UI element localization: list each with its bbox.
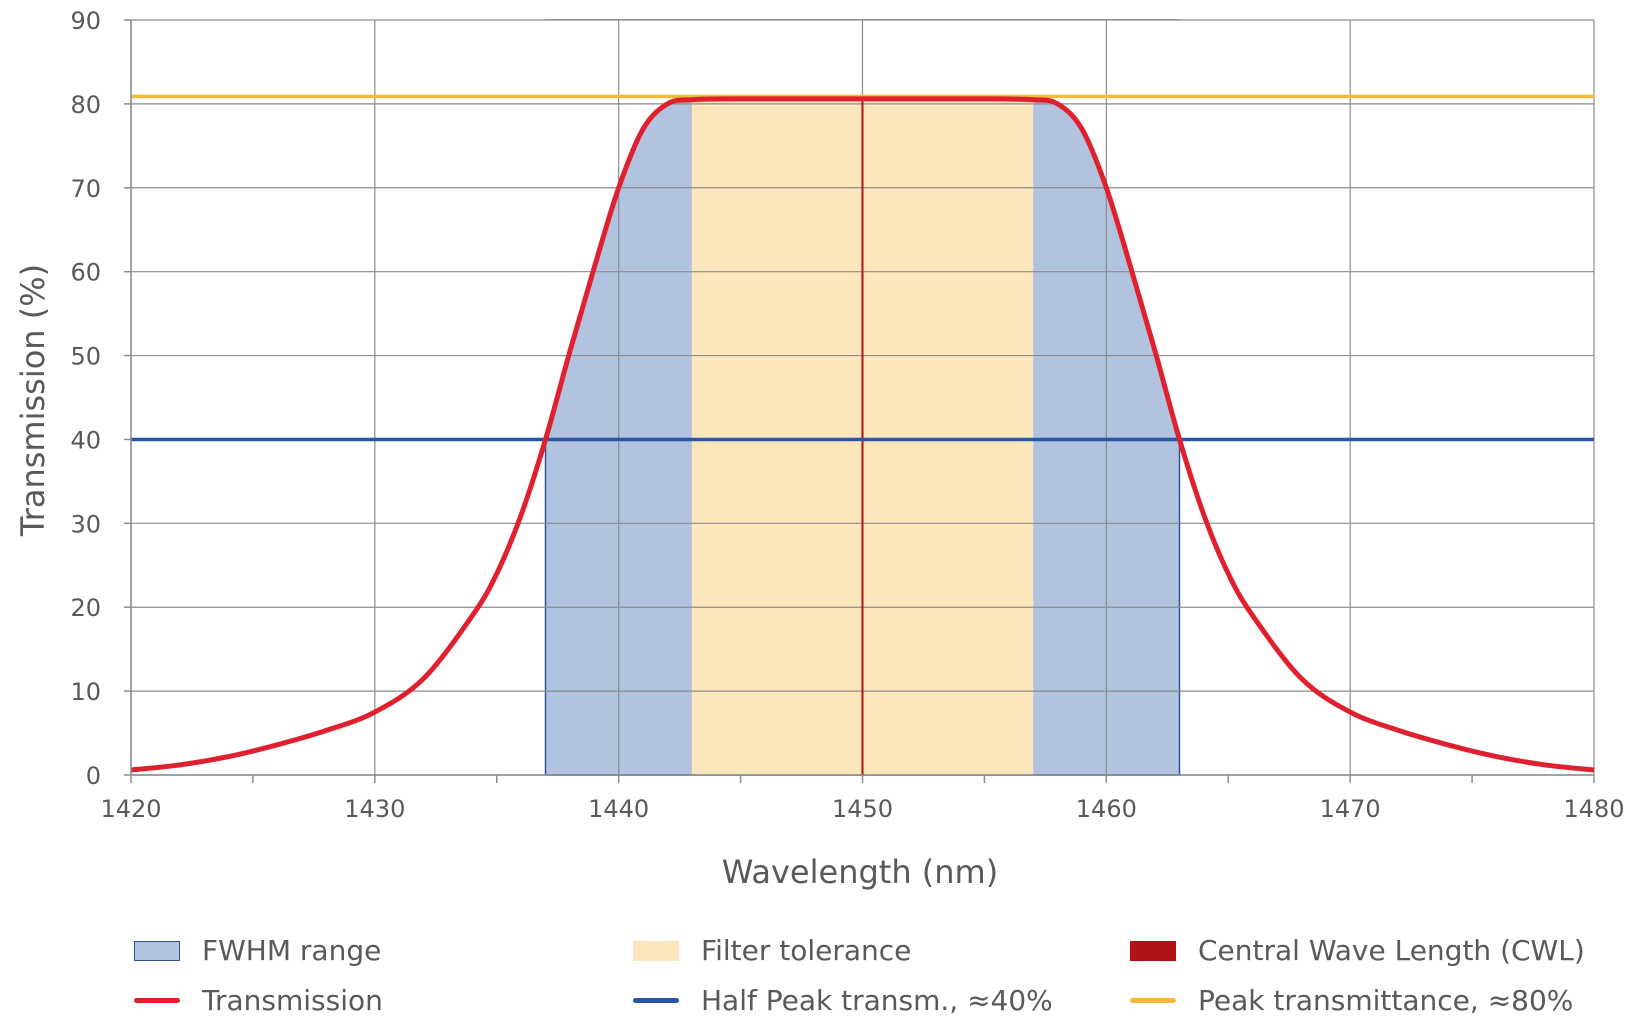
y-tick-label-10: 10: [70, 678, 101, 706]
x-tick-label-1440: 1440: [588, 795, 649, 823]
y-tick-label-80: 80: [70, 91, 101, 119]
y-tick-label-0: 0: [86, 762, 101, 790]
x-tick-label-1470: 1470: [1320, 795, 1381, 823]
y-tick-label-90: 90: [70, 7, 101, 35]
y-tick-label-60: 60: [70, 259, 101, 287]
x-tick-label-1450: 1450: [832, 795, 893, 823]
axes: [124, 19, 1595, 783]
y-tick-label-50: 50: [70, 343, 101, 371]
tick-labels: 0 10 20 30 40 50 60 70 80 90 1420 1430 1440 1450 1460 1…: [70, 7, 1624, 823]
y-tick-label-70: 70: [70, 175, 101, 203]
x-axis-title: Wavelength (nm): [722, 853, 998, 891]
x-tick-label-1480: 1480: [1563, 795, 1624, 823]
x-tick-label-1430: 1430: [344, 795, 405, 823]
y-tick-label-20: 20: [70, 594, 101, 622]
y-tick-label-30: 30: [70, 510, 101, 538]
y-tick-label-40: 40: [70, 426, 101, 454]
transmission-curve: [130, 96, 1595, 773]
series-lines: [130, 94, 1595, 775]
y-axis-title: Transmission (%): [14, 264, 52, 537]
x-tick-label-1460: 1460: [1076, 795, 1137, 823]
x-tick-label-1420: 1420: [100, 795, 161, 823]
region-mask-above-curve: [131, 20, 1594, 770]
